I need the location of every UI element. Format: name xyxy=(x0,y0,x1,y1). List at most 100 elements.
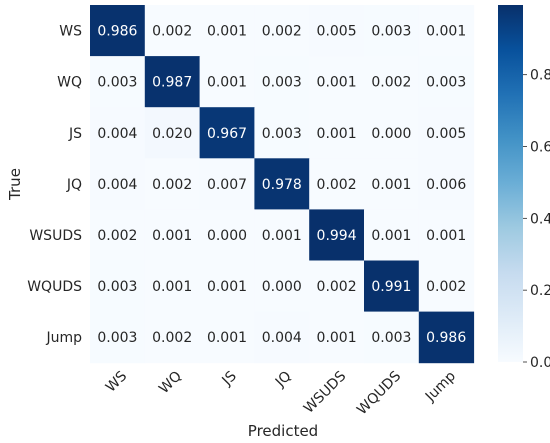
heatmap-cell xyxy=(364,209,420,261)
x-tick-label: WQ xyxy=(156,368,185,397)
heatmap-cell xyxy=(364,107,420,159)
heatmap-cell-value: 0.991 xyxy=(371,279,411,295)
x-tick-label: Jump xyxy=(422,368,459,405)
heatmap-cell-value: 0.003 xyxy=(426,75,466,91)
heatmap-cell-value: 0.001 xyxy=(371,177,411,193)
heatmap-cell-value: 0.005 xyxy=(317,24,357,40)
heatmap-cell-value: 0.003 xyxy=(97,330,137,346)
heatmap-cell xyxy=(144,5,201,57)
heatmap-cell xyxy=(199,56,255,108)
heatmap-cell-labels: 0.986 0.002 0.001 0.002 0.005 0.003 0.001 0.003… xyxy=(97,24,466,347)
heatmap-cell-value: 0.001 xyxy=(426,228,466,244)
heatmap-cell xyxy=(364,56,420,108)
heatmap-cell xyxy=(309,311,365,364)
heatmap-cell-value: 0.001 xyxy=(317,330,357,346)
y-tick-label: WQ xyxy=(57,75,82,91)
heatmap-cell-value: 0.002 xyxy=(317,279,357,295)
x-tick-label: WQUDS xyxy=(354,368,404,418)
heatmap-cell-value: 0.003 xyxy=(97,75,137,91)
y-axis-tick-labels: WS WQ JS JQ WSUDS WQUDS Jump xyxy=(27,24,82,347)
heatmap-cell xyxy=(144,56,201,108)
heatmap-cell-value: 0.001 xyxy=(317,75,357,91)
heatmap-cell xyxy=(309,56,365,108)
x-axis-label: Predicted xyxy=(248,422,318,440)
x-tick-label: WSUDS xyxy=(301,368,350,417)
heatmap-cell xyxy=(90,260,146,313)
heatmap-cell-value: 0.003 xyxy=(97,279,137,295)
heatmap-cell xyxy=(364,158,420,210)
heatmap-cell-value: 0.002 xyxy=(317,177,357,193)
heatmap-cell-value: 0.002 xyxy=(152,24,192,40)
heatmap-cell xyxy=(144,209,201,261)
heatmap-cell-value: 0.986 xyxy=(426,330,466,346)
heatmap-cell-value: 0.001 xyxy=(207,279,247,295)
heatmap-cell-value: 0.001 xyxy=(262,228,302,244)
heatmap-cell xyxy=(254,107,310,159)
heatmap-cell xyxy=(418,260,475,313)
heatmap-cell xyxy=(254,311,310,364)
heatmap-cell-value: 0.005 xyxy=(426,126,466,142)
heatmap-cell xyxy=(418,107,475,159)
heatmap-cell-value: 0.004 xyxy=(97,177,137,193)
heatmap-cell xyxy=(309,209,365,261)
heatmap-cell xyxy=(309,260,365,313)
heatmap-cell xyxy=(254,260,310,313)
x-tick-label: WS xyxy=(103,368,130,395)
heatmap-cell xyxy=(90,56,146,108)
heatmap-cell-value: 0.001 xyxy=(207,24,247,40)
heatmap-cell-value: 0.001 xyxy=(152,228,192,244)
y-tick-label: JQ xyxy=(66,177,82,193)
heatmap-cell-value: 0.003 xyxy=(371,24,411,40)
heatmap-cell xyxy=(199,260,255,313)
heatmap-cell-value: 0.001 xyxy=(207,330,247,346)
heatmap-cell-value: 0.003 xyxy=(262,126,302,142)
heatmap-cell-value: 0.000 xyxy=(262,279,302,295)
heatmap-cell xyxy=(418,209,475,261)
heatmap-cell xyxy=(254,158,310,210)
heatmap-cell-value: 0.986 xyxy=(97,24,137,40)
heatmap-cell xyxy=(418,56,475,108)
heatmap-cell xyxy=(254,56,310,108)
heatmap-cell-value: 0.001 xyxy=(371,228,411,244)
heatmap-cell-value: 0.001 xyxy=(152,279,192,295)
colorbar-tick-label: 0.0 xyxy=(530,355,550,371)
heatmap-cell xyxy=(254,5,310,57)
heatmap-cell-value: 0.000 xyxy=(371,126,411,142)
heatmap-cell-value: 0.001 xyxy=(207,75,247,91)
heatmap-cell-value: 0.003 xyxy=(371,330,411,346)
heatmap-cell-value: 0.987 xyxy=(152,75,192,91)
colorbar-tick-label: 0.8 xyxy=(530,68,550,84)
heatmap-cell-value: 0.001 xyxy=(317,126,357,142)
heatmap-cell xyxy=(199,158,255,210)
colorbar-tick-label: 0.2 xyxy=(530,283,550,299)
heatmap-cell-value: 0.002 xyxy=(426,279,466,295)
heatmap-cell-value: 0.002 xyxy=(371,75,411,91)
heatmap-cell xyxy=(90,107,146,159)
y-tick-label: Jump xyxy=(45,330,82,346)
heatmap-cell xyxy=(144,107,201,159)
y-tick-label: WSUDS xyxy=(29,228,82,244)
heatmap-cell xyxy=(254,209,310,261)
heatmap-cell-value: 0.006 xyxy=(426,177,466,193)
heatmap-cell xyxy=(418,158,475,210)
heatmap-cell-value: 0.000 xyxy=(207,228,247,244)
heatmap-cell xyxy=(199,209,255,261)
heatmap-cell xyxy=(309,5,365,57)
heatmap-cell xyxy=(309,107,365,159)
heatmap-cell xyxy=(364,5,420,57)
heatmap-cell xyxy=(144,158,201,210)
colorbar-tick-label: 0.4 xyxy=(530,211,550,227)
heatmap-cells xyxy=(90,5,475,364)
heatmap-cell-value: 0.020 xyxy=(152,126,192,142)
heatmap-cell xyxy=(90,311,146,364)
heatmap-cell xyxy=(90,209,146,261)
heatmap-cell xyxy=(90,5,146,57)
heatmap-cell-value: 0.002 xyxy=(97,228,137,244)
x-tick-label: JQ xyxy=(272,368,295,391)
heatmap-cell xyxy=(144,260,201,313)
y-axis-label: True xyxy=(6,168,24,201)
y-tick-label: WQUDS xyxy=(27,279,82,295)
heatmap-cell-value: 0.002 xyxy=(152,177,192,193)
heatmap-cell-value: 0.007 xyxy=(207,177,247,193)
